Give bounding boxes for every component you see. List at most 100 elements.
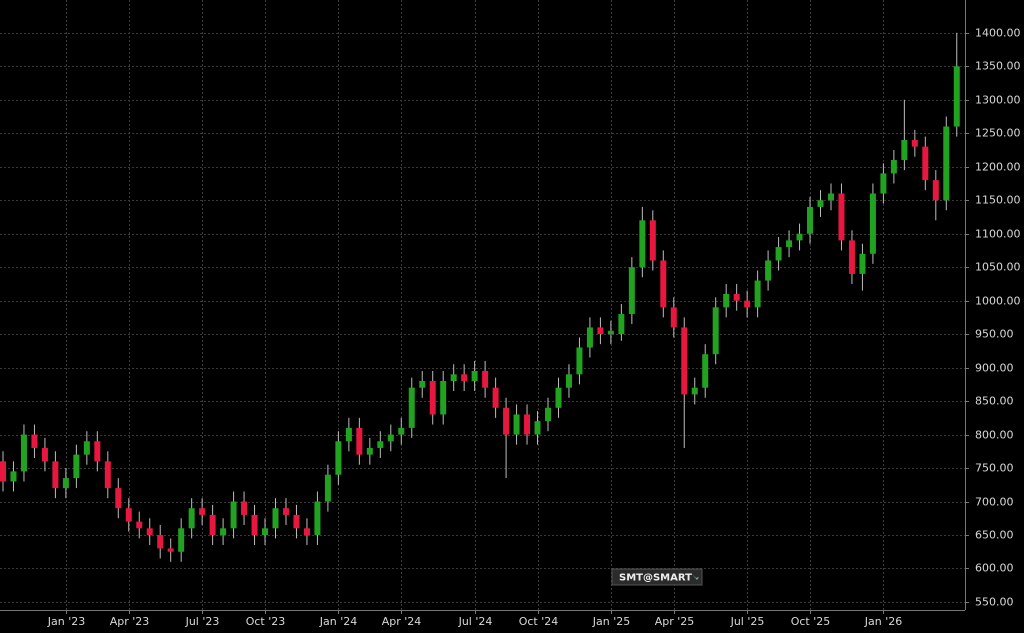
candle-body	[524, 414, 531, 435]
x-tick-label: Jul '24	[458, 615, 493, 628]
candle-body	[817, 200, 824, 207]
y-tick-label: 550.00	[975, 596, 1014, 609]
candle-body	[723, 293, 730, 308]
candle-body	[492, 387, 499, 408]
x-tick-label: Apr '25	[655, 615, 695, 628]
candle-body	[744, 300, 751, 308]
candle-body	[52, 461, 59, 489]
x-tick-label: Jan '25	[592, 615, 630, 628]
candle-body	[408, 387, 415, 428]
candle-body	[807, 206, 814, 234]
candle-body	[922, 146, 929, 181]
candle-body	[838, 193, 845, 241]
candle-body	[115, 488, 122, 509]
x-tick-label: Oct '25	[791, 615, 831, 628]
candle-body	[146, 528, 153, 536]
y-tick-label: 900.00	[975, 362, 1014, 375]
candle-body	[419, 380, 426, 388]
candle-body	[555, 387, 562, 408]
candle-body	[0, 461, 6, 482]
candle-body	[513, 414, 520, 435]
y-tick-label: 1000.00	[975, 295, 1021, 308]
candle-body	[293, 514, 300, 529]
y-tick-label: 750.00	[975, 462, 1014, 475]
candle-body	[848, 240, 855, 274]
x-tick-label: Jul '23	[185, 615, 220, 628]
candle-body	[209, 514, 216, 536]
x-tick-label: Oct '23	[246, 615, 286, 628]
candle-body	[565, 374, 572, 388]
candle-body	[83, 441, 90, 455]
candle-body	[188, 508, 195, 529]
candle-body	[681, 327, 688, 395]
candle-body	[282, 508, 289, 515]
candle-body	[932, 180, 939, 201]
y-tick-label: 1400.00	[975, 27, 1021, 40]
x-tick-label: Jan '26	[864, 615, 902, 628]
candle-body	[461, 374, 468, 381]
candle-body	[31, 434, 38, 448]
y-tick-label: 1250.00	[975, 127, 1021, 140]
candle-body	[482, 370, 489, 388]
y-tick-label: 1200.00	[975, 161, 1021, 174]
candle-body	[398, 427, 405, 435]
labels: 550.00 600.00 650.00 700.00 750.00 800.00 850.…	[47, 27, 1021, 629]
candle-body	[41, 447, 48, 462]
watermark-icon	[692, 574, 699, 580]
x-tick-label: Jan '24	[319, 615, 357, 628]
y-tick-label: 850.00	[975, 395, 1014, 408]
candle-body	[576, 347, 583, 375]
y-tick-label: 1350.00	[975, 60, 1021, 73]
y-tick-label: 1150.00	[975, 194, 1021, 207]
candle-body	[356, 427, 363, 455]
candle-body	[733, 293, 740, 301]
candle-body	[586, 327, 593, 348]
candle-body	[73, 454, 80, 479]
y-tick-label: 1300.00	[975, 94, 1021, 107]
candle-body	[869, 193, 876, 254]
candle-body	[534, 421, 541, 435]
y-tick-label: 950.00	[975, 328, 1014, 341]
candle-body	[775, 247, 782, 261]
candle-body	[125, 508, 132, 522]
candle-body	[890, 160, 897, 174]
y-tick-label: 600.00	[975, 562, 1014, 575]
candle-body	[104, 461, 111, 489]
candle-body	[10, 471, 17, 482]
candle-body	[670, 307, 677, 328]
y-tick-label: 650.00	[975, 529, 1014, 542]
candle-body	[712, 307, 719, 355]
candle-body	[607, 330, 614, 335]
candle-body	[503, 407, 510, 435]
candle-body	[62, 478, 69, 489]
candle-body	[314, 501, 321, 536]
candle-body	[157, 535, 164, 549]
candle-body	[241, 501, 248, 515]
x-tick-label: Jul '25	[730, 615, 765, 628]
candle-body	[953, 66, 960, 127]
candle-body	[429, 380, 436, 415]
y-tick-label: 700.00	[975, 496, 1014, 509]
candle-body	[649, 220, 656, 261]
candle-body	[377, 441, 384, 448]
candle-body	[335, 441, 342, 475]
candle-body	[827, 193, 834, 201]
candle-body	[387, 434, 394, 442]
candle-body	[272, 508, 279, 529]
candle-body	[691, 387, 698, 395]
x-tick-label: Oct '24	[519, 615, 559, 628]
candle-body	[251, 514, 258, 536]
candle-body	[901, 139, 908, 161]
candle-body	[199, 508, 206, 515]
candle-body	[366, 447, 373, 455]
y-tick-label: 800.00	[975, 429, 1014, 442]
candle-body	[943, 126, 950, 201]
candle-body	[618, 314, 625, 335]
candle-body	[702, 354, 709, 388]
y-tick-label: 1050.00	[975, 261, 1021, 274]
candle-body	[262, 528, 269, 536]
watermark-box: SMT@SMART	[611, 568, 703, 586]
candle-body	[471, 370, 478, 381]
candle-body	[628, 267, 635, 315]
